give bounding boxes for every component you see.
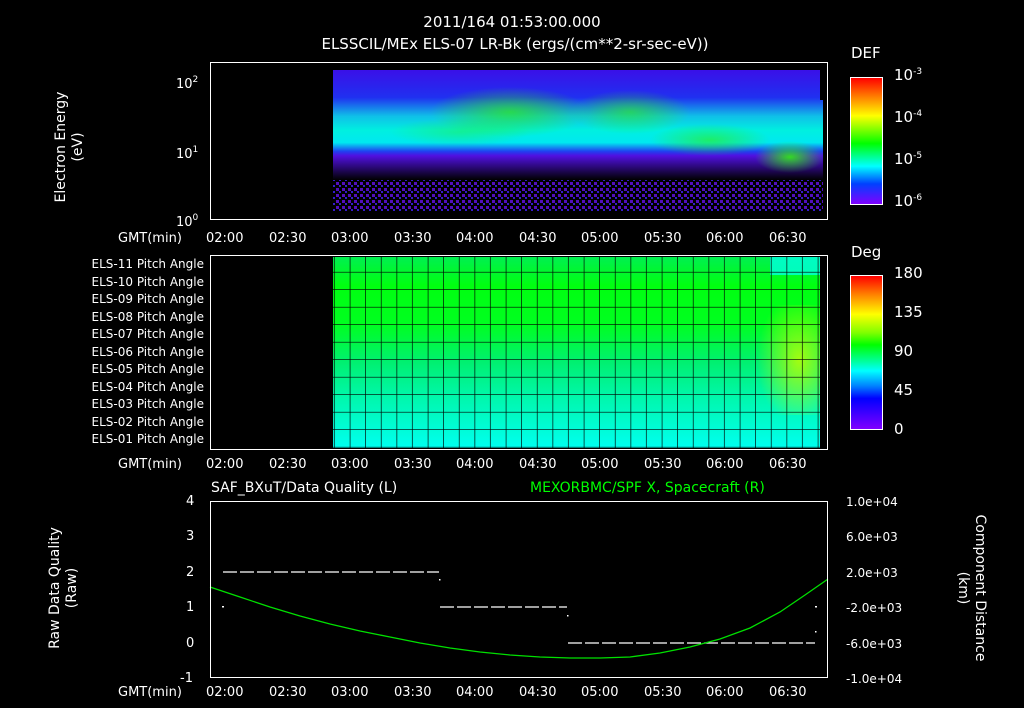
deg-tick-45: 45 [894, 381, 914, 399]
def-tick-1e-4: 10-4 [894, 108, 923, 126]
panel1-time-axis-label: GMT(min) [118, 231, 182, 246]
panel3-right-title: MEXORBMC/SPF X, Spacecraft (R) [530, 480, 765, 496]
panel1-ylabel-line2: (eV) [69, 132, 86, 162]
pa-label-els-10: ELS-10 Pitch Angle [91, 275, 204, 289]
line-plot-canvas [209, 571, 829, 659]
pa-label-els-03: ELS-03 Pitch Angle [91, 397, 204, 411]
pa-label-els-01: ELS-01 Pitch Angle [91, 432, 204, 446]
plot-timestamp: 2011/164 01:53:00.000 [423, 13, 601, 31]
def-tick-1e-5: 10-5 [894, 150, 923, 168]
spectrogram-frame [210, 62, 828, 220]
deg-tick-0: 0 [894, 420, 904, 438]
deg-colorbar-title: Deg [851, 243, 882, 261]
panel3-right-ylabel: Component Distance (km) [955, 514, 988, 662]
panel3-time-axis-label: GMT(min) [118, 685, 182, 700]
pa-label-els-06: ELS-06 Pitch Angle [91, 345, 204, 359]
panel2-time-axis-label: GMT(min) [118, 457, 182, 472]
panel1-ylabel-line1: Electron Energy [53, 91, 69, 203]
def-colorbar-title: DEF [851, 44, 881, 62]
pa-label-els-05: ELS-05 Pitch Angle [91, 362, 204, 376]
pa-label-els-08: ELS-08 Pitch Angle [91, 310, 204, 324]
panel3-left-ylabel: Raw Data Quality (Raw) [47, 527, 80, 649]
pitch-angle-frame [210, 255, 828, 450]
def-colorbar [850, 77, 883, 205]
deg-tick-135: 135 [894, 303, 923, 321]
deg-tick-90: 90 [894, 342, 914, 360]
pa-label-els-11: ELS-11 Pitch Angle [91, 257, 204, 271]
pitch-angle-plot-area[interactable] [210, 255, 828, 450]
panel1-ytick-100: 102 [176, 75, 199, 92]
def-tick-1e-6: 10-6 [894, 192, 923, 210]
panel3-left-title: SAF_BXuT/Data Quality (L) [211, 480, 398, 496]
line-plot-frame [210, 501, 828, 678]
spectrogram-canvas [333, 70, 828, 212]
def-tick-1e-3: 10-3 [894, 66, 923, 84]
deg-colorbar [850, 275, 883, 430]
panel1-ytick-1: 100 [176, 213, 199, 230]
pa-label-els-02: ELS-02 Pitch Angle [91, 415, 204, 429]
pa-label-els-09: ELS-09 Pitch Angle [91, 292, 204, 306]
spectrogram-plot-area[interactable] [210, 62, 828, 220]
pitch-angle-canvas [333, 257, 820, 448]
pa-label-els-04: ELS-04 Pitch Angle [91, 380, 204, 394]
panel1-ylabel: Electron Energy (eV) [53, 67, 87, 227]
panel1-ytick-10: 101 [176, 145, 199, 162]
plot-subtitle: ELSSCIL/MEx ELS-07 LR-Bk (ergs/(cm**2-sr… [321, 35, 709, 53]
pa-label-els-07: ELS-07 Pitch Angle [91, 327, 204, 341]
line-plot-area[interactable] [209, 501, 829, 678]
spacecraft-x-curve [209, 578, 829, 659]
deg-tick-180: 180 [894, 264, 923, 282]
